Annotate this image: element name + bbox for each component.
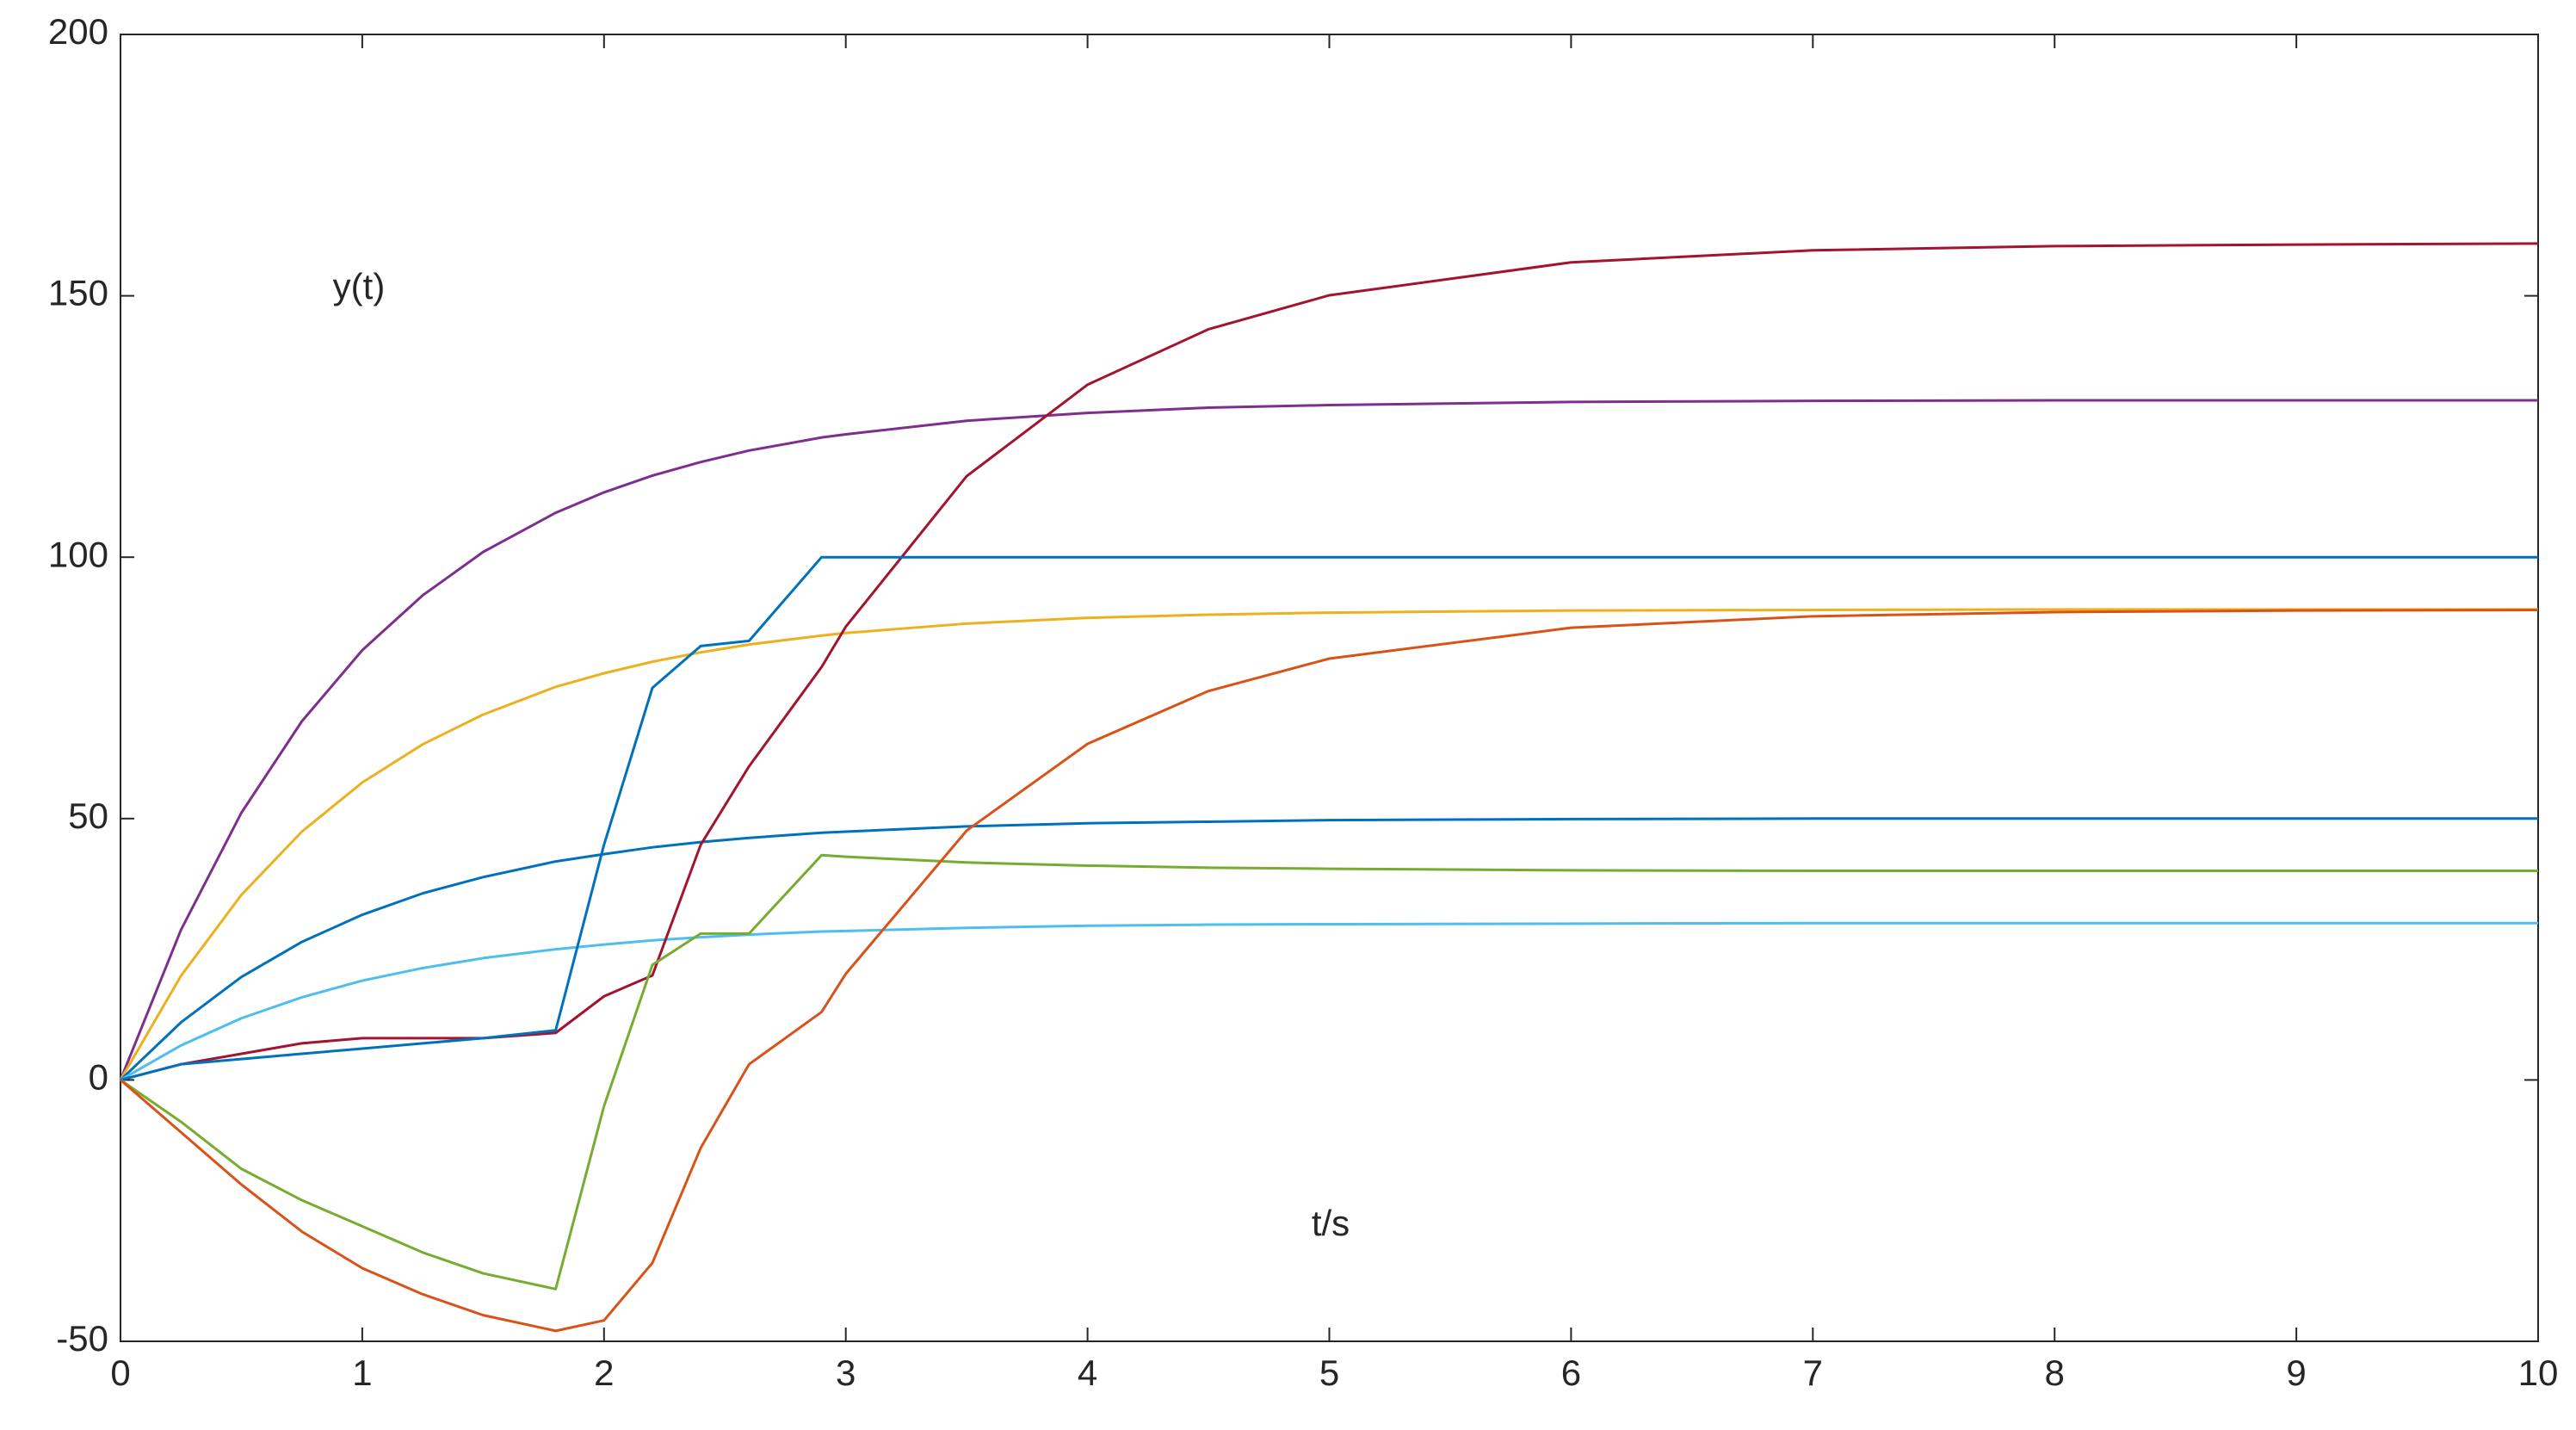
y-tick-label: 100 (48, 534, 108, 574)
series-line (119, 399, 2538, 1080)
x-tick-label: 3 (836, 1353, 856, 1393)
series-line (120, 242, 2539, 1081)
plot-area (120, 34, 2539, 1342)
x-tick-label: 1 (352, 1353, 372, 1393)
y-tick-label: 50 (68, 795, 108, 836)
y-tick-label: -50 (56, 1318, 108, 1359)
x-tick-label: 8 (2045, 1353, 2065, 1393)
x-tick-label: 6 (1561, 1353, 1581, 1393)
series-line (119, 817, 2538, 1081)
x-tick-label: 9 (2286, 1353, 2306, 1393)
series-line (120, 609, 2539, 1333)
x-tick-label: 2 (594, 1353, 614, 1393)
x-tick-label: 4 (1078, 1353, 1097, 1393)
y-tick-label: 200 (48, 11, 108, 52)
annotation: y(t) (333, 266, 386, 306)
y-tick-label: 0 (89, 1056, 108, 1097)
series-line (120, 555, 2538, 1081)
series-line (119, 608, 2538, 1081)
x-tick-label: 7 (1803, 1353, 1823, 1393)
x-tick-label: 5 (1319, 1353, 1339, 1393)
series-line (120, 853, 2538, 1291)
annotation: t/s (1312, 1203, 1350, 1243)
y-tick-label: 150 (48, 273, 108, 313)
x-tick-label: 10 (2518, 1353, 2559, 1393)
x-tick-label: 0 (110, 1353, 130, 1393)
